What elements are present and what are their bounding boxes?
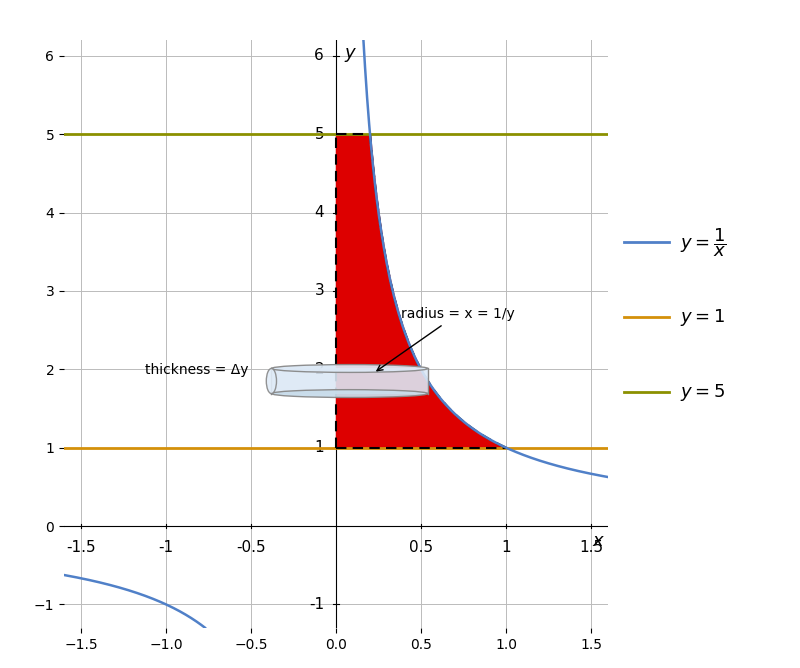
Text: radius = x = 1/y: radius = x = 1/y [377, 307, 514, 371]
Text: $y = 1$: $y = 1$ [680, 307, 725, 328]
Text: 4: 4 [314, 205, 324, 220]
Text: 5: 5 [314, 127, 324, 142]
Ellipse shape [271, 389, 428, 397]
Text: 3: 3 [314, 283, 324, 299]
Text: thickness = Δy: thickness = Δy [145, 363, 248, 377]
Text: -0.5: -0.5 [236, 540, 266, 555]
Text: 1.5: 1.5 [579, 540, 603, 555]
Text: y: y [345, 44, 355, 62]
Text: x: x [592, 532, 603, 550]
Ellipse shape [266, 369, 277, 393]
Text: 2: 2 [314, 362, 324, 377]
Text: 6: 6 [314, 48, 324, 63]
Ellipse shape [271, 365, 428, 372]
Text: $y = 5$: $y = 5$ [680, 381, 725, 403]
Text: -1.5: -1.5 [66, 540, 96, 555]
Bar [271, 369, 428, 393]
Text: $y = \dfrac{1}{x}$: $y = \dfrac{1}{x}$ [680, 226, 726, 259]
Text: 1: 1 [314, 440, 324, 455]
Text: 0.5: 0.5 [409, 540, 433, 555]
Text: -1: -1 [309, 597, 324, 612]
Text: -1: -1 [158, 540, 174, 555]
Text: 1: 1 [501, 540, 511, 555]
